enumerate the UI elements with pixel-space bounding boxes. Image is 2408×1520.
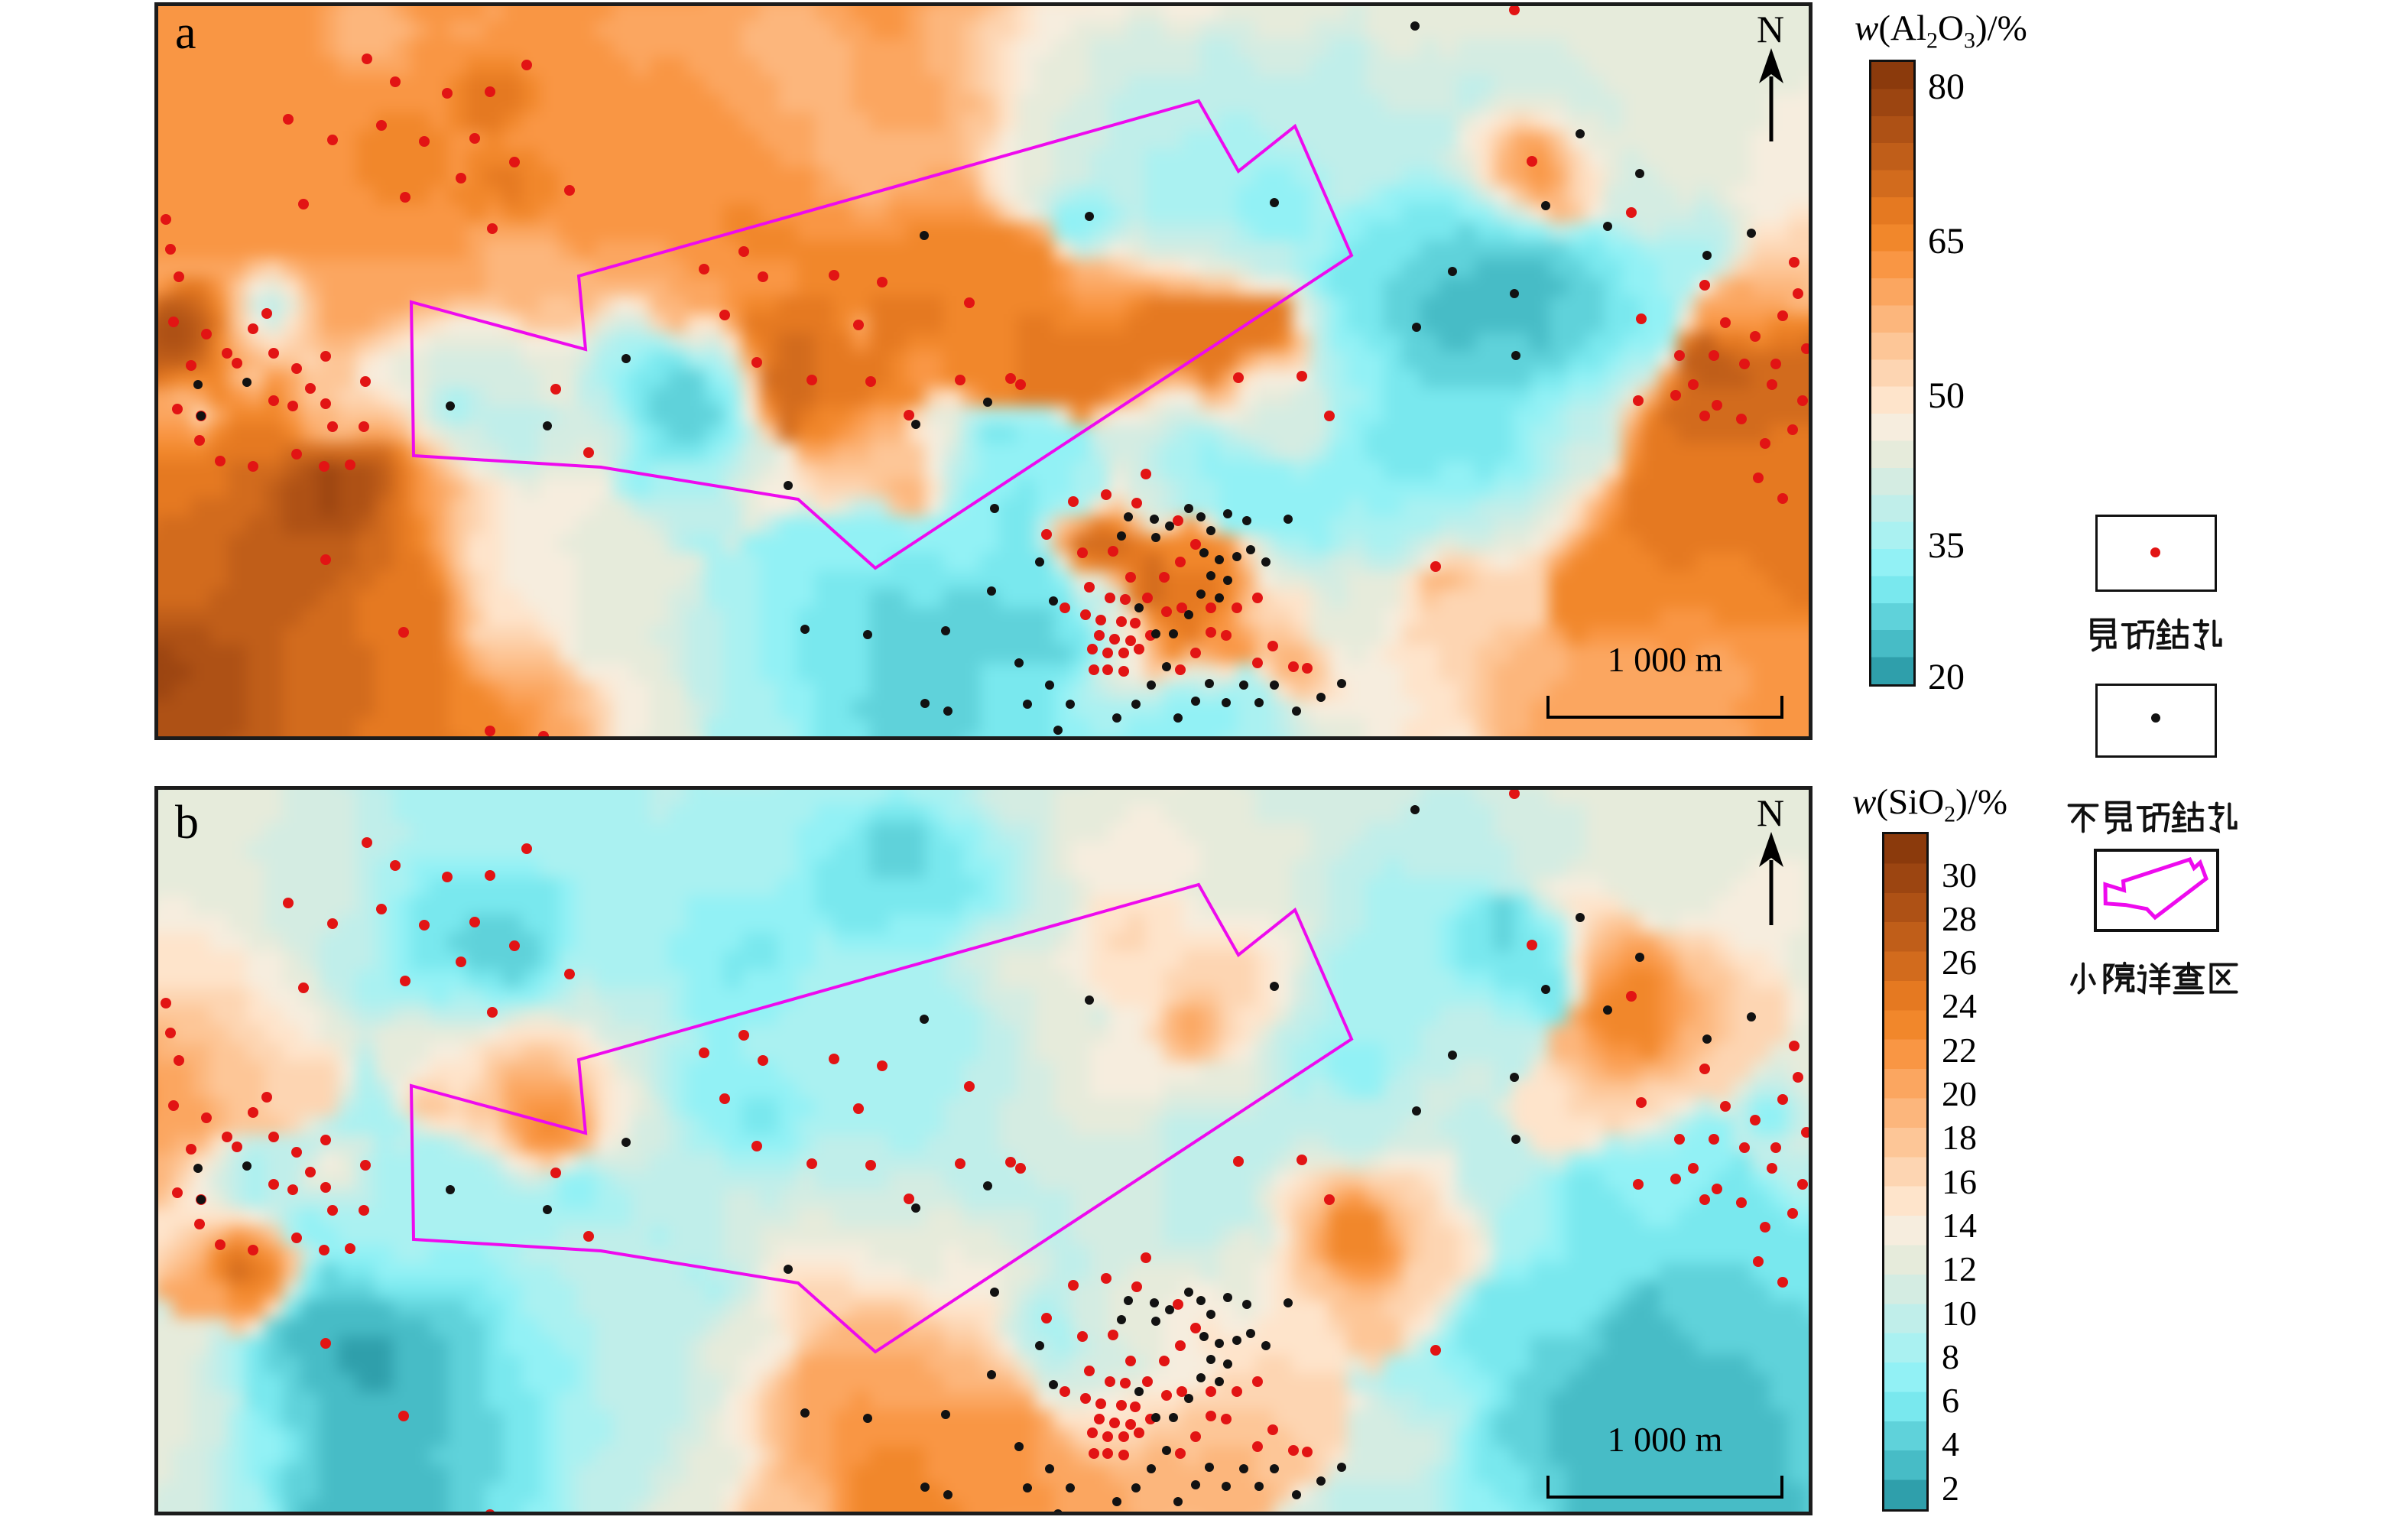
svg-text:N: N [1757, 791, 1784, 834]
svg-text:1 000 m: 1 000 m [1608, 640, 1723, 679]
svg-text:1 000 m: 1 000 m [1608, 1420, 1723, 1459]
svg-text:N: N [1757, 8, 1784, 50]
